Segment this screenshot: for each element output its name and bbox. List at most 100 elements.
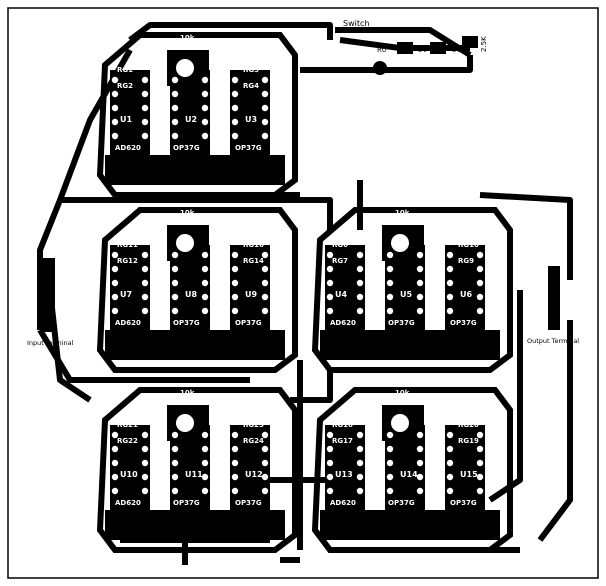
pin bbox=[141, 279, 149, 287]
pin bbox=[171, 265, 179, 273]
label-r-top: 10k bbox=[180, 389, 195, 397]
pin bbox=[446, 459, 454, 467]
label-r-top2: 10k bbox=[245, 409, 260, 417]
trace-9 bbox=[37, 328, 250, 383]
pin bbox=[111, 265, 119, 273]
pin bbox=[356, 251, 364, 259]
pin bbox=[326, 251, 334, 259]
pin bbox=[171, 118, 179, 126]
label-amp: AD620 bbox=[115, 144, 141, 152]
pin bbox=[416, 459, 424, 467]
label-rg-a: RG11 bbox=[117, 241, 138, 249]
label-rg-b: RG22 bbox=[117, 437, 138, 445]
label-rg-c: RG20 bbox=[458, 421, 479, 429]
pin bbox=[231, 132, 239, 140]
pin bbox=[356, 473, 364, 481]
pot-knob bbox=[176, 59, 194, 77]
pin bbox=[201, 132, 209, 140]
pin bbox=[201, 459, 209, 467]
label-opamp2: OP37G bbox=[235, 144, 262, 152]
input-terminal: Input Terminal bbox=[27, 258, 74, 347]
label-ic-b: U11 bbox=[185, 470, 203, 479]
pin bbox=[201, 265, 209, 273]
pin bbox=[386, 459, 394, 467]
pin bbox=[111, 459, 119, 467]
pin bbox=[231, 293, 239, 301]
pin bbox=[171, 76, 179, 84]
pin bbox=[141, 118, 149, 126]
pin bbox=[261, 431, 269, 439]
label-rg-d: RG4 bbox=[243, 82, 259, 90]
trace-11 bbox=[488, 290, 523, 503]
pin bbox=[326, 431, 334, 439]
pin bbox=[416, 445, 424, 453]
label-rg-b: RG2 bbox=[117, 82, 133, 90]
pin bbox=[416, 473, 424, 481]
label-amp: AD620 bbox=[330, 499, 356, 507]
pin bbox=[111, 118, 119, 126]
pin bbox=[326, 445, 334, 453]
label-opamp: OP37G bbox=[388, 499, 415, 507]
pin bbox=[476, 473, 484, 481]
module-3: RG8 RG6 RG7 RG10 RG9 U4 U5 U6 AD620 OP37G OP37G 10k… bbox=[311, 207, 513, 373]
label-ic-b: U5 bbox=[400, 290, 412, 299]
label-opamp: OP37G bbox=[388, 319, 415, 327]
label-ic-b: U2 bbox=[185, 115, 197, 124]
pin bbox=[476, 293, 484, 301]
pin bbox=[201, 279, 209, 287]
pin bbox=[201, 90, 209, 98]
pin bbox=[261, 118, 269, 126]
power-pad-2 bbox=[462, 36, 478, 48]
pin bbox=[261, 76, 269, 84]
pin bbox=[261, 307, 269, 315]
power-pad-1 bbox=[430, 42, 446, 54]
pin bbox=[171, 307, 179, 315]
pot-knob bbox=[176, 414, 194, 432]
pin bbox=[141, 307, 149, 315]
pin bbox=[201, 293, 209, 301]
pin bbox=[261, 487, 269, 495]
pin bbox=[326, 307, 334, 315]
pin bbox=[171, 90, 179, 98]
pin bbox=[261, 90, 269, 98]
label-ic-c: U12 bbox=[245, 470, 263, 479]
pin bbox=[326, 459, 334, 467]
label-r-top2: 10k bbox=[460, 409, 475, 417]
pin bbox=[416, 487, 424, 495]
label-opamp: OP37G bbox=[173, 144, 200, 152]
pin bbox=[141, 90, 149, 98]
pin bbox=[476, 487, 484, 495]
pin bbox=[416, 431, 424, 439]
label-amp: AD620 bbox=[115, 499, 141, 507]
pin bbox=[111, 90, 119, 98]
label-opamp2: OP37G bbox=[235, 499, 262, 507]
trace-12 bbox=[537, 320, 573, 542]
bottom-bus bbox=[105, 155, 285, 185]
pot-knob bbox=[391, 414, 409, 432]
pin bbox=[201, 307, 209, 315]
pin bbox=[356, 445, 364, 453]
r0-value-label: 2.5K bbox=[480, 36, 488, 52]
pin bbox=[326, 487, 334, 495]
bottom-bus bbox=[320, 330, 500, 360]
label-rg-d: RG9 bbox=[458, 257, 474, 265]
pin bbox=[141, 251, 149, 259]
label-ic-a: U4 bbox=[335, 290, 347, 299]
battery1-label: 9V bbox=[418, 46, 427, 54]
label-ic-a: U10 bbox=[120, 470, 138, 479]
label-ic-c: U6 bbox=[460, 290, 472, 299]
pin bbox=[141, 445, 149, 453]
trace-7 bbox=[60, 197, 333, 230]
pin bbox=[231, 487, 239, 495]
label-rg-c: RG5 bbox=[243, 66, 259, 74]
pin bbox=[141, 132, 149, 140]
pin bbox=[386, 279, 394, 287]
pin bbox=[446, 265, 454, 273]
pin bbox=[231, 473, 239, 481]
trace-6 bbox=[479, 192, 573, 280]
pin bbox=[201, 473, 209, 481]
label-opamp: OP37G bbox=[173, 499, 200, 507]
r0-pad bbox=[373, 61, 387, 75]
pin bbox=[231, 279, 239, 287]
